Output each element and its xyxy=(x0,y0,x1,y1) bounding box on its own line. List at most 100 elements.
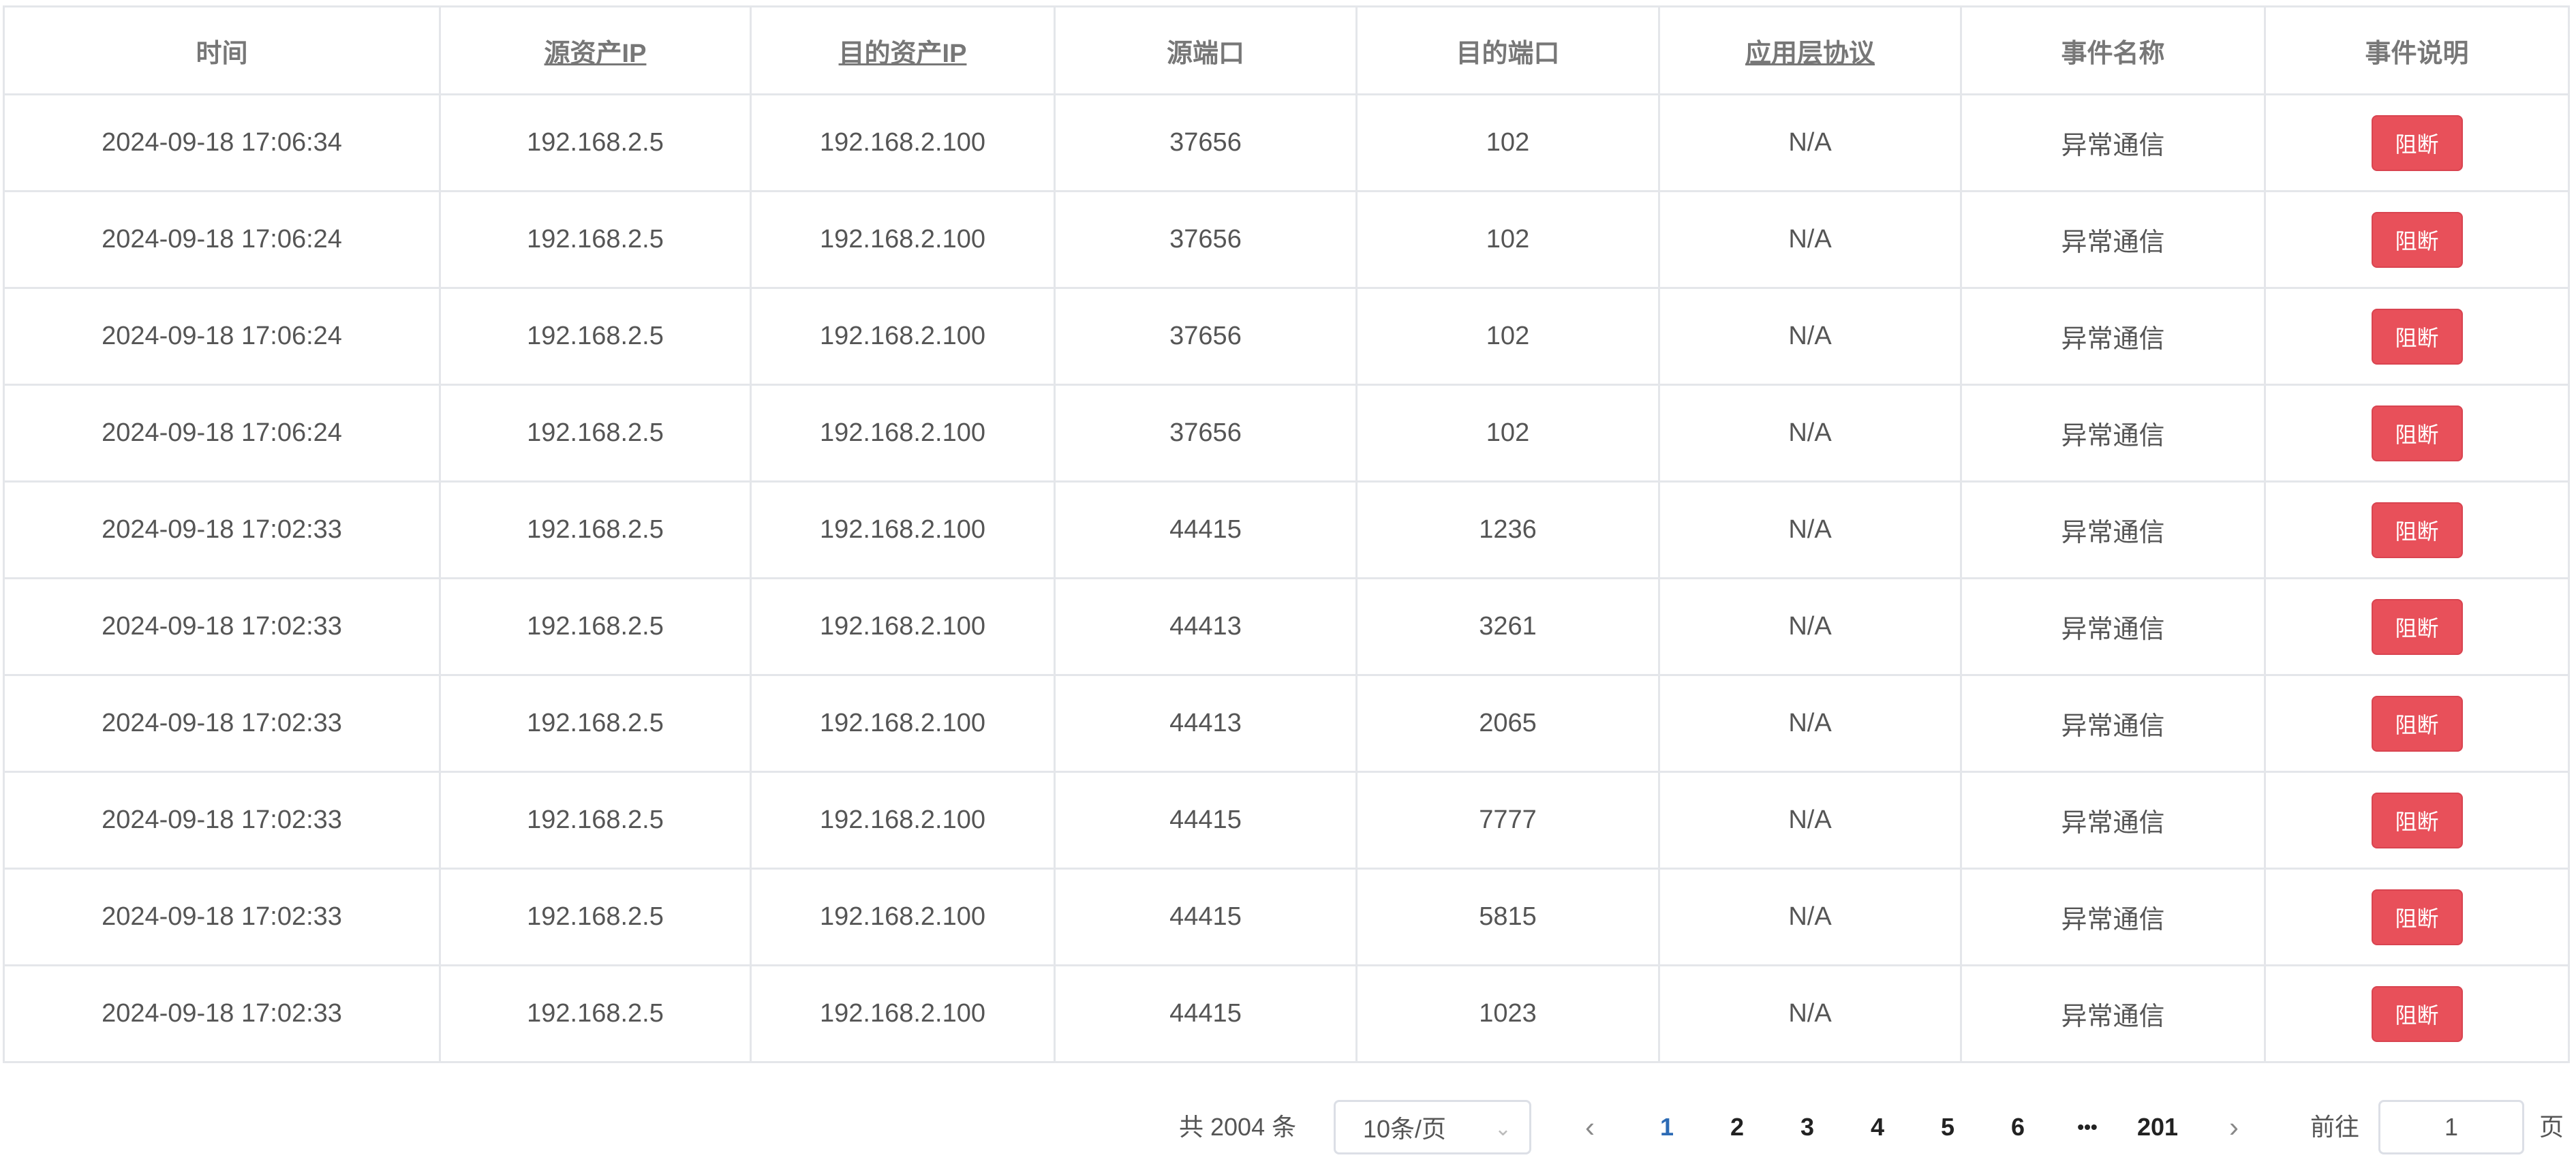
page-unit-label: 页 xyxy=(2539,1113,2564,1141)
header-dst-port: 目的端口 xyxy=(1355,5,1660,95)
cell-time: 2024-09-18 17:02:33 xyxy=(3,964,441,1063)
cell-event-desc: 阻断 xyxy=(2264,577,2570,676)
cell-dst-port: 5815 xyxy=(1355,868,1660,966)
cell-src-port: 44415 xyxy=(1054,480,1358,579)
cell-src-ip: 192.168.2.5 xyxy=(439,964,752,1063)
header-time: 时间 xyxy=(3,5,441,95)
cell-src-ip: 192.168.2.5 xyxy=(439,287,752,386)
page-1[interactable]: 1 xyxy=(1659,1113,1674,1141)
table-row: 2024-09-18 17:02:33 192.168.2.5 192.168.2.… xyxy=(3,868,2570,966)
page-5[interactable]: 5 xyxy=(1940,1113,1955,1141)
cell-time: 2024-09-18 17:06:24 xyxy=(3,190,441,289)
cell-time: 2024-09-18 17:06:24 xyxy=(3,384,441,483)
cell-src-ip: 192.168.2.5 xyxy=(439,93,752,192)
cell-src-ip: 192.168.2.5 xyxy=(439,190,752,289)
cell-dst-port: 3261 xyxy=(1355,577,1660,676)
cell-src-ip: 192.168.2.5 xyxy=(439,674,752,773)
cell-time: 2024-09-18 17:02:33 xyxy=(3,577,441,676)
header-event-desc: 事件说明 xyxy=(2264,5,2570,95)
cell-src-port: 44415 xyxy=(1054,771,1358,870)
cell-app-protocol: N/A xyxy=(1658,93,1962,192)
page-6[interactable]: 6 xyxy=(2010,1113,2025,1141)
page-2[interactable]: 2 xyxy=(1730,1113,1745,1141)
cell-app-protocol: N/A xyxy=(1658,771,1962,870)
cell-src-ip: 192.168.2.5 xyxy=(439,771,752,870)
cell-time: 2024-09-18 17:06:24 xyxy=(3,287,441,386)
cell-dst-port: 1236 xyxy=(1355,480,1660,579)
header-event-name: 事件名称 xyxy=(1960,5,2266,95)
cell-dst-port: 102 xyxy=(1355,93,1660,192)
cell-dst-ip: 192.168.2.100 xyxy=(750,577,1056,676)
cell-src-ip: 192.168.2.5 xyxy=(439,384,752,483)
page-size-value: 10条/页 xyxy=(1363,1115,1447,1143)
cell-event-name: 异常通信 xyxy=(1960,190,2266,289)
page-3[interactable]: 3 xyxy=(1800,1113,1815,1141)
header-app-protocol[interactable]: 应用层协议 xyxy=(1658,5,1962,95)
cell-src-port: 37656 xyxy=(1054,287,1358,386)
table-row: 2024-09-18 17:06:24 192.168.2.5 192.168.2.… xyxy=(3,384,2570,483)
page-size-select[interactable]: 10条/页 ⌄ xyxy=(1334,1100,1531,1154)
cell-event-name: 异常通信 xyxy=(1960,577,2266,676)
block-button[interactable]: 阻断 xyxy=(2371,114,2463,171)
goto-page-input[interactable] xyxy=(2378,1100,2524,1154)
cell-time: 2024-09-18 17:02:33 xyxy=(3,480,441,579)
cell-src-ip: 192.168.2.5 xyxy=(439,868,752,966)
block-button[interactable]: 阻断 xyxy=(2371,598,2463,655)
cell-src-port: 44413 xyxy=(1054,674,1358,773)
cell-dst-ip: 192.168.2.100 xyxy=(750,480,1056,579)
cell-event-name: 异常通信 xyxy=(1960,287,2266,386)
block-button[interactable]: 阻断 xyxy=(2371,695,2463,752)
table-row: 2024-09-18 17:02:33 192.168.2.5 192.168.2.… xyxy=(3,480,2570,579)
cell-event-desc: 阻断 xyxy=(2264,384,2570,483)
prev-page-icon[interactable]: ‹ xyxy=(1585,1111,1595,1143)
cell-event-name: 异常通信 xyxy=(1960,771,2266,870)
total-count: 共 2004 条 xyxy=(1179,1113,1297,1141)
cell-app-protocol: N/A xyxy=(1658,480,1962,579)
cell-src-port: 44413 xyxy=(1054,577,1358,676)
table-header-row: 时间 源资产IP 目的资产IP 源端口 目的端口 应用层协议 事件名称 事件说明 xyxy=(3,5,2570,95)
cell-src-ip: 192.168.2.5 xyxy=(439,480,752,579)
event-table: 时间 源资产IP 目的资产IP 源端口 目的端口 应用层协议 事件名称 事件说明… xyxy=(3,5,2570,1063)
cell-app-protocol: N/A xyxy=(1658,287,1962,386)
header-dst-ip[interactable]: 目的资产IP xyxy=(750,5,1056,95)
table-row: 2024-09-18 17:02:33 192.168.2.5 192.168.2.… xyxy=(3,964,2570,1063)
block-button[interactable]: 阻断 xyxy=(2371,792,2463,848)
next-page-icon[interactable]: › xyxy=(2229,1111,2239,1143)
block-button[interactable]: 阻断 xyxy=(2371,502,2463,558)
page-4[interactable]: 4 xyxy=(1870,1113,1885,1141)
table-row: 2024-09-18 17:06:34 192.168.2.5 192.168.2.… xyxy=(3,93,2570,192)
cell-dst-port: 1023 xyxy=(1355,964,1660,1063)
block-button[interactable]: 阻断 xyxy=(2371,308,2463,365)
more-pages-icon[interactable]: ••• xyxy=(2077,1116,2098,1137)
block-button[interactable]: 阻断 xyxy=(2371,985,2463,1042)
cell-app-protocol: N/A xyxy=(1658,868,1962,966)
cell-event-desc: 阻断 xyxy=(2264,190,2570,289)
cell-dst-ip: 192.168.2.100 xyxy=(750,771,1056,870)
cell-dst-ip: 192.168.2.100 xyxy=(750,93,1056,192)
cell-event-name: 异常通信 xyxy=(1960,93,2266,192)
block-button[interactable]: 阻断 xyxy=(2371,889,2463,945)
header-src-ip[interactable]: 源资产IP xyxy=(439,5,752,95)
cell-app-protocol: N/A xyxy=(1658,964,1962,1063)
table-row: 2024-09-18 17:02:33 192.168.2.5 192.168.2.… xyxy=(3,674,2570,773)
cell-dst-ip: 192.168.2.100 xyxy=(750,190,1056,289)
block-button[interactable]: 阻断 xyxy=(2371,405,2463,461)
cell-src-port: 37656 xyxy=(1054,190,1358,289)
cell-src-port: 37656 xyxy=(1054,93,1358,192)
cell-time: 2024-09-18 17:02:33 xyxy=(3,771,441,870)
table-row: 2024-09-18 17:02:33 192.168.2.5 192.168.2.… xyxy=(3,577,2570,676)
cell-event-desc: 阻断 xyxy=(2264,868,2570,966)
cell-event-name: 异常通信 xyxy=(1960,964,2266,1063)
cell-event-desc: 阻断 xyxy=(2264,964,2570,1063)
cell-dst-port: 7777 xyxy=(1355,771,1660,870)
block-button[interactable]: 阻断 xyxy=(2371,211,2463,268)
header-src-port: 源端口 xyxy=(1054,5,1358,95)
cell-dst-port: 2065 xyxy=(1355,674,1660,773)
cell-app-protocol: N/A xyxy=(1658,384,1962,483)
cell-event-desc: 阻断 xyxy=(2264,480,2570,579)
page-201[interactable]: 201 xyxy=(2136,1113,2179,1141)
cell-time: 2024-09-18 17:02:33 xyxy=(3,868,441,966)
cell-time: 2024-09-18 17:02:33 xyxy=(3,674,441,773)
cell-event-desc: 阻断 xyxy=(2264,93,2570,192)
cell-dst-port: 102 xyxy=(1355,384,1660,483)
